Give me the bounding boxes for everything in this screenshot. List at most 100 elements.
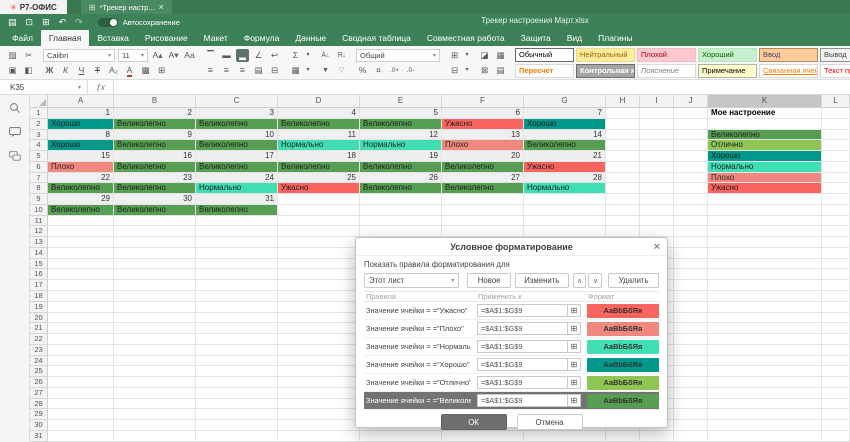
borders-icon[interactable]: ⊞ <box>157 64 166 75</box>
cell-G10[interactable] <box>524 204 606 216</box>
cell-K12[interactable] <box>708 226 822 238</box>
align-right-icon[interactable]: ≡ <box>240 64 245 75</box>
underline-icon[interactable]: Ч <box>78 64 85 75</box>
menu-tab-Рисование[interactable]: Рисование <box>144 33 188 43</box>
cell-I12[interactable] <box>640 226 674 238</box>
cell-J11[interactable] <box>674 215 708 227</box>
cell-E7[interactable]: 26 <box>360 172 442 184</box>
cell-F7[interactable]: 27 <box>442 172 524 184</box>
align-top-icon[interactable]: ▔ <box>207 49 214 60</box>
rule-format-swatch[interactable]: AaBbБбЯя <box>586 375 659 390</box>
wrap-text-icon[interactable]: ↩ <box>270 49 279 60</box>
cell-L18[interactable] <box>822 291 850 302</box>
cell-A8[interactable]: Великолепно <box>48 183 114 195</box>
cell-A22[interactable] <box>48 334 114 345</box>
row-header-4[interactable]: 4 <box>30 140 48 152</box>
undo-icon[interactable]: ↶ <box>58 17 67 27</box>
cell-A7[interactable]: 22 <box>48 172 114 184</box>
cell-J3[interactable] <box>674 129 708 141</box>
cell-K10[interactable] <box>708 204 822 216</box>
cell-J31[interactable] <box>674 430 708 442</box>
cell-K29[interactable] <box>708 409 822 421</box>
cell-L28[interactable] <box>822 398 850 410</box>
cell-style-Примечание[interactable]: Примечание <box>698 64 757 78</box>
select-all-corner[interactable] <box>30 95 48 108</box>
cell-C23[interactable] <box>196 344 278 356</box>
cell-B26[interactable] <box>114 377 196 388</box>
cell-C9[interactable]: 31 <box>196 194 278 205</box>
row-header-9[interactable]: 9 <box>30 194 48 205</box>
cell-C5[interactable]: 17 <box>196 151 278 162</box>
cell-J13[interactable] <box>674 237 708 248</box>
cell-A12[interactable] <box>48 226 114 238</box>
fill-color-icon[interactable]: ▩ <box>141 64 150 75</box>
row-header-12[interactable]: 12 <box>30 226 48 238</box>
cell-H1[interactable] <box>606 108 640 119</box>
cell-G7[interactable]: 28 <box>524 172 606 184</box>
cell-F31[interactable] <box>442 430 524 442</box>
cell-I2[interactable] <box>640 118 674 130</box>
row-header-22[interactable]: 22 <box>30 334 48 345</box>
row-header-26[interactable]: 26 <box>30 377 48 388</box>
cell-H10[interactable] <box>606 204 640 216</box>
cell-style-Хороший[interactable]: Хороший <box>698 48 757 62</box>
cell-C22[interactable] <box>196 334 278 345</box>
cancel-button[interactable]: Отмена <box>516 414 583 430</box>
cell-C19[interactable] <box>196 301 278 313</box>
cell-D23[interactable] <box>278 344 360 356</box>
chat-icon[interactable] <box>8 151 21 162</box>
range-select-icon[interactable]: ⊞ <box>567 358 581 371</box>
cell-D4[interactable]: Нормально <box>278 140 360 152</box>
cell-K22[interactable] <box>708 334 822 345</box>
cell-J18[interactable] <box>674 291 708 302</box>
cell-C17[interactable] <box>196 280 278 292</box>
cell-B30[interactable] <box>114 420 196 431</box>
cell-K3[interactable]: Великолепно <box>708 129 822 141</box>
cell-J26[interactable] <box>674 377 708 388</box>
cell-K23[interactable] <box>708 344 822 356</box>
row-header-2[interactable]: 2 <box>30 118 48 130</box>
row-header-7[interactable]: 7 <box>30 172 48 184</box>
cell-H5[interactable] <box>606 151 640 162</box>
menu-tab-Совместная работа[interactable]: Совместная работа <box>426 33 505 43</box>
cell-L3[interactable] <box>822 129 850 141</box>
cell-J12[interactable] <box>674 226 708 238</box>
cell-E3[interactable]: 12 <box>360 129 442 141</box>
col-header-C[interactable]: C <box>196 95 278 108</box>
rule-format-swatch[interactable]: AaBbБбЯя <box>586 357 659 372</box>
cell-L1[interactable] <box>822 108 850 119</box>
rule-row-3[interactable]: Значение ячейки = ="Хорошо" =$A$1:$G$9 ⊞ Aa… <box>364 356 659 374</box>
menu-tab-Файл[interactable]: Файл <box>12 33 33 43</box>
col-header-G[interactable]: G <box>524 95 606 108</box>
cell-style-Вывод[interactable]: Вывод <box>820 48 850 62</box>
cut-icon[interactable]: ✂ <box>24 49 33 60</box>
increase-decimal-icon[interactable]: .0+ <box>389 66 400 74</box>
cell-K18[interactable] <box>708 291 822 302</box>
orientation-icon[interactable]: ∠ <box>254 49 263 60</box>
edit-rule-button[interactable]: Изменить <box>514 273 569 288</box>
cell-A21[interactable] <box>48 323 114 335</box>
menu-tab-Главная[interactable]: Главная <box>40 30 90 46</box>
row-header-3[interactable]: 3 <box>30 129 48 141</box>
cell-H3[interactable] <box>606 129 640 141</box>
cell-I31[interactable] <box>640 430 674 442</box>
cell-K19[interactable] <box>708 301 822 313</box>
col-header-K[interactable]: K <box>708 95 822 108</box>
cell-C8[interactable]: Нормально <box>196 183 278 195</box>
cell-I5[interactable] <box>640 151 674 162</box>
insert-cells-icon[interactable]: ⊞ <box>450 49 459 60</box>
cell-L23[interactable] <box>822 344 850 356</box>
cell-C11[interactable] <box>196 215 278 227</box>
row-header-24[interactable]: 24 <box>30 355 48 367</box>
rule-range-input[interactable]: =$A$1:$G$9 <box>476 304 568 317</box>
cell-A25[interactable] <box>48 366 114 378</box>
print-icon[interactable]: ⊡ <box>25 17 34 27</box>
cell-E1[interactable]: 5 <box>360 108 442 119</box>
cell-J6[interactable] <box>674 161 708 173</box>
cell-G5[interactable]: 21 <box>524 151 606 162</box>
cell-I9[interactable] <box>640 194 674 205</box>
cell-D27[interactable] <box>278 387 360 399</box>
cell-K15[interactable] <box>708 258 822 270</box>
cell-style-Обычный[interactable]: Обычный <box>515 48 574 62</box>
search-icon[interactable] <box>9 102 21 114</box>
